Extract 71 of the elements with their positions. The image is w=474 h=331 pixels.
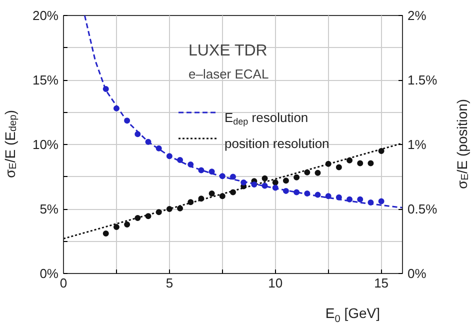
y-tick-label: 10% bbox=[32, 137, 59, 152]
point bbox=[166, 206, 172, 212]
point bbox=[156, 209, 162, 216]
annotation: e–laser ECAL bbox=[188, 66, 269, 82]
point bbox=[198, 167, 204, 174]
point bbox=[240, 180, 247, 186]
point bbox=[282, 188, 289, 194]
point bbox=[282, 178, 289, 184]
point bbox=[124, 118, 130, 124]
point bbox=[145, 213, 152, 220]
point bbox=[304, 190, 310, 197]
x-tick-label: 5 bbox=[166, 276, 174, 290]
point bbox=[156, 145, 162, 152]
point bbox=[294, 189, 300, 196]
point bbox=[378, 148, 384, 154]
y-tick-label: 0% bbox=[40, 266, 59, 281]
point bbox=[102, 230, 109, 237]
point bbox=[166, 153, 172, 160]
point bbox=[134, 215, 141, 222]
line-series bbox=[84, 16, 402, 208]
y2-tick-label: 0% bbox=[408, 266, 427, 281]
point bbox=[145, 138, 152, 145]
point bbox=[378, 198, 384, 204]
point bbox=[304, 169, 310, 176]
y-tick-label: 5% bbox=[40, 202, 59, 216]
y-tick-label: 20% bbox=[32, 8, 59, 23]
point bbox=[368, 160, 374, 166]
y-tick-label: 15% bbox=[32, 72, 59, 88]
point bbox=[208, 190, 215, 197]
point bbox=[262, 175, 268, 182]
point bbox=[262, 182, 268, 189]
y2-tick-label: 1% bbox=[408, 137, 427, 152]
point bbox=[314, 192, 321, 198]
point bbox=[219, 173, 226, 180]
point bbox=[177, 205, 184, 212]
point bbox=[124, 221, 130, 228]
point bbox=[134, 131, 141, 138]
point bbox=[230, 174, 236, 180]
x-tick-label: 10 bbox=[268, 276, 283, 290]
point bbox=[177, 156, 184, 163]
point bbox=[368, 200, 374, 206]
point bbox=[188, 162, 194, 168]
point bbox=[113, 105, 120, 112]
point bbox=[230, 189, 236, 196]
point bbox=[188, 199, 194, 206]
point bbox=[346, 157, 353, 164]
point bbox=[357, 196, 364, 202]
annotation: LUXE TDR bbox=[188, 42, 268, 60]
x-axis-title: E$_{0}$ [GeV] bbox=[324, 304, 380, 327]
y2-tick-label: 1.5% bbox=[408, 72, 438, 88]
point bbox=[208, 168, 215, 175]
point bbox=[357, 160, 364, 166]
point bbox=[219, 193, 226, 200]
point bbox=[272, 184, 278, 191]
point bbox=[314, 170, 321, 176]
y2-tick-label: 2% bbox=[408, 8, 427, 23]
x-tick-label: 0 bbox=[60, 276, 68, 290]
point bbox=[325, 193, 332, 200]
point bbox=[336, 194, 342, 200]
point bbox=[294, 174, 300, 180]
point bbox=[346, 196, 353, 202]
point bbox=[113, 224, 120, 230]
point bbox=[102, 86, 109, 92]
y2-tick-label: 0.5% bbox=[408, 202, 438, 216]
x-tick-label: 15 bbox=[374, 276, 389, 290]
point bbox=[272, 180, 278, 186]
point bbox=[251, 181, 258, 188]
point bbox=[325, 160, 332, 167]
point bbox=[198, 196, 204, 202]
legend-label: position resolution bbox=[224, 136, 330, 151]
point bbox=[336, 164, 342, 170]
